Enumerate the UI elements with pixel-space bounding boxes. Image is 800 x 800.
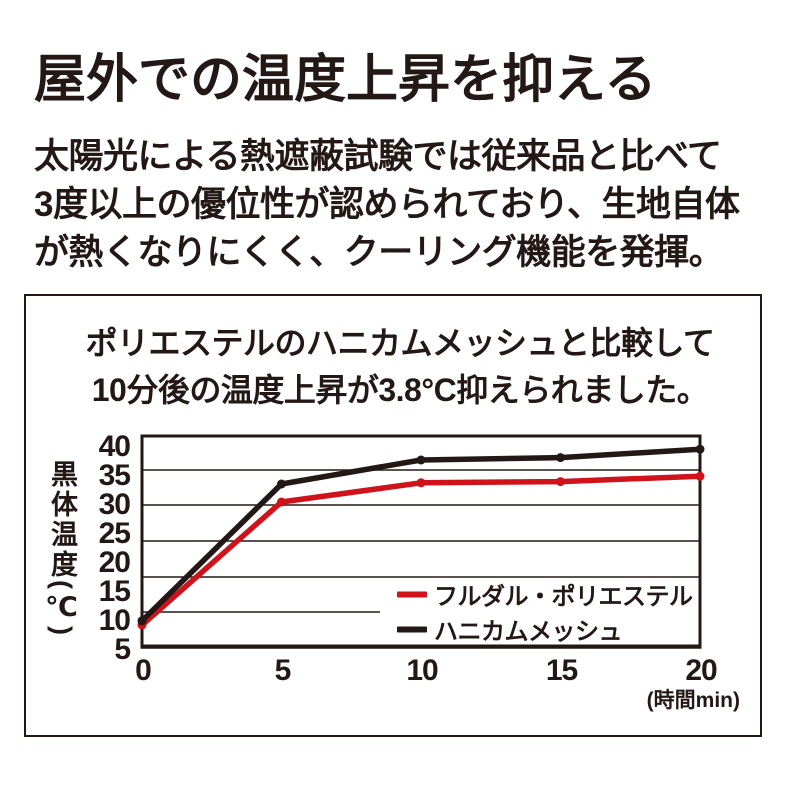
- series-point-1: [416, 455, 426, 465]
- body-line-1: 太陽光による熱遮蔽試験では従来品と比べて: [34, 137, 722, 176]
- panel-heading: ポリエステルのハニカムメッシュと比較して 10分後の温度上昇が3.8°C抑えられ…: [0, 320, 800, 414]
- legend-swatch-red-line: [397, 591, 427, 597]
- legend-swatch-black-line: [397, 626, 427, 632]
- legend-item-fulldull-polyester: フルダル・ポリエステル: [397, 577, 693, 612]
- series-point-0: [277, 497, 286, 507]
- y-tick-label-35: 35: [98, 459, 131, 492]
- x-tick-label-5: 5: [274, 654, 292, 687]
- panel-heading-line-2: 10分後の温度上昇が3.8°C抑えられました。: [91, 372, 709, 408]
- x-tick-label-0: 0: [135, 654, 152, 687]
- series-point-0: [416, 478, 426, 488]
- legend-label-honeycomb-mesh: ハニカムメッシュ: [434, 618, 623, 646]
- series-point-1: [556, 453, 565, 463]
- series-point-0: [695, 471, 705, 481]
- x-tick-label-10: 10: [406, 654, 438, 687]
- x-tick-label-20: 20: [685, 654, 717, 687]
- legend-label-fulldull-polyester: フルダル・ポリエステル: [434, 583, 693, 611]
- comparison-panel: [24, 294, 762, 737]
- body-line-2: 3度以上の優位性が認められており、生地自体: [34, 185, 740, 224]
- plot-border: [140, 434, 702, 648]
- y-tick-label-25: 25: [98, 517, 131, 550]
- x-axis-unit-label: (時間min): [646, 689, 740, 712]
- series-point-1: [695, 444, 705, 454]
- series-point-1: [277, 479, 286, 489]
- legend-item-honeycomb-mesh: ハニカムメッシュ: [397, 612, 623, 647]
- panel-heading-line-1: ポリエステルのハニカムメッシュと比較して: [85, 325, 715, 361]
- y-tick-label-10: 10: [98, 604, 131, 637]
- body-text: 太陽光による熱遮蔽試験では従来品と比べて 3度以上の優位性が認められており、生地…: [34, 133, 740, 277]
- body-line-3: が熱くなりにくく、クーリング機能を発揮。: [34, 233, 724, 272]
- x-tick-label-15: 15: [545, 654, 578, 687]
- page-title: 屋外での温度上昇を抑える: [34, 51, 657, 109]
- series-point-1: [137, 616, 147, 626]
- y-tick-label-15: 15: [98, 575, 131, 608]
- y-axis-title: 黒体温度(℃): [47, 460, 77, 638]
- series-point-0: [556, 477, 565, 487]
- y-tick-label-20: 20: [98, 546, 131, 579]
- y-tick-label-40: 40: [98, 430, 131, 463]
- y-tick-label-30: 30: [98, 488, 131, 521]
- y-tick-label-5: 5: [114, 633, 131, 666]
